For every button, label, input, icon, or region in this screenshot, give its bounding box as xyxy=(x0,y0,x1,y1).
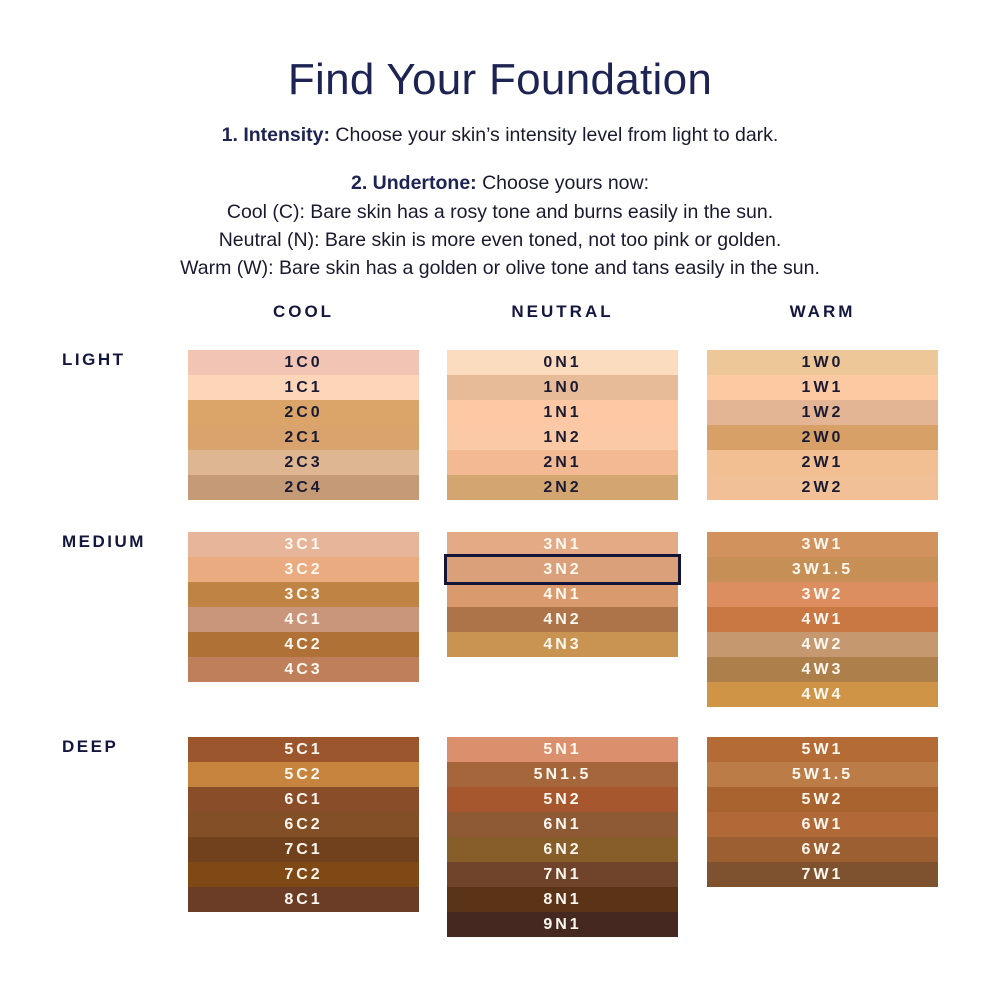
undertone-instruction: 2. Undertone: Choose yours now: xyxy=(0,172,1000,195)
row-header-deep: DEEP xyxy=(62,737,119,756)
shade-swatch-9N1[interactable]: 9N1 xyxy=(447,912,678,937)
shade-swatch-4W1[interactable]: 4W1 xyxy=(707,607,938,632)
column-header-cool: COOL xyxy=(272,302,335,321)
intensity-label: 1. Intensity: xyxy=(221,124,330,146)
intensity-text: Choose your skin’s intensity level from … xyxy=(330,124,779,146)
shade-block-light-warm: 1W0 1W1 1W2 2W0 2W1 2W2 xyxy=(707,350,938,500)
undertone-text: Choose yours now: xyxy=(476,172,650,194)
shade-swatch-4N2[interactable]: 4N2 xyxy=(447,607,678,632)
shade-swatch-5W1-5[interactable]: 5W1.5 xyxy=(707,762,938,787)
shade-swatch-2C3[interactable]: 2C3 xyxy=(188,450,419,475)
shade-swatch-5N2[interactable]: 5N2 xyxy=(447,787,678,812)
shade-swatch-4W4[interactable]: 4W4 xyxy=(707,682,938,707)
intensity-instruction: 1. Intensity: Choose your skin’s intensi… xyxy=(0,124,1000,147)
shade-swatch-2W2[interactable]: 2W2 xyxy=(707,475,938,500)
shade-swatch-5N1-5[interactable]: 5N1.5 xyxy=(447,762,678,787)
shade-swatch-1N1[interactable]: 1N1 xyxy=(447,400,678,425)
shade-swatch-5W1[interactable]: 5W1 xyxy=(707,737,938,762)
shade-swatch-3W1[interactable]: 3W1 xyxy=(707,532,938,557)
shade-block-deep-cool: 5C1 5C2 6C1 6C2 7C1 7C2 8C1 xyxy=(188,737,419,912)
shade-swatch-7C1[interactable]: 7C1 xyxy=(188,837,419,862)
shade-swatch-6W2[interactable]: 6W2 xyxy=(707,837,938,862)
shade-swatch-2C0[interactable]: 2C0 xyxy=(188,400,419,425)
shade-block-deep-warm: 5W1 5W1.5 5W2 6W1 6W2 7W1 xyxy=(707,737,938,887)
shade-swatch-4W2[interactable]: 4W2 xyxy=(707,632,938,657)
cool-description: Cool (C): Bare skin has a rosy tone and … xyxy=(226,201,774,223)
shade-swatch-5W2[interactable]: 5W2 xyxy=(707,787,938,812)
undertone-label: 2. Undertone: xyxy=(350,172,477,194)
shade-swatch-3C1[interactable]: 3C1 xyxy=(188,532,419,557)
shade-swatch-6N2[interactable]: 6N2 xyxy=(447,837,678,862)
shade-swatch-6C1[interactable]: 6C1 xyxy=(188,787,419,812)
shade-swatch-1C1[interactable]: 1C1 xyxy=(188,375,419,400)
row-header-medium: MEDIUM xyxy=(62,532,146,551)
shade-block-medium-neutral: 3N1 3N2 4N1 4N2 4N3 xyxy=(444,532,681,657)
shade-swatch-6W1[interactable]: 6W1 xyxy=(707,812,938,837)
shade-swatch-1N2[interactable]: 1N2 xyxy=(447,425,678,450)
shade-block-deep-neutral: 5N1 5N1.5 5N2 6N1 6N2 7N1 8N1 9N1 xyxy=(447,737,678,937)
neutral-description: Neutral (N): Bare skin is more even tone… xyxy=(218,229,782,251)
shade-swatch-1N0[interactable]: 1N0 xyxy=(447,375,678,400)
shade-swatch-1W1[interactable]: 1W1 xyxy=(707,375,938,400)
shade-swatch-2W0[interactable]: 2W0 xyxy=(707,425,938,450)
shade-block-medium-warm: 3W1 3W1.5 3W2 4W1 4W2 4W3 4W4 xyxy=(707,532,938,707)
shade-swatch-8C1[interactable]: 8C1 xyxy=(188,887,419,912)
shade-swatch-2N2[interactable]: 2N2 xyxy=(447,475,678,500)
shade-swatch-8N1[interactable]: 8N1 xyxy=(447,887,678,912)
shade-swatch-7C2[interactable]: 7C2 xyxy=(188,862,419,887)
shade-swatch-7W1[interactable]: 7W1 xyxy=(707,862,938,887)
shade-swatch-3C2[interactable]: 3C2 xyxy=(188,557,419,582)
shade-swatch-5C2[interactable]: 5C2 xyxy=(188,762,419,787)
shade-swatch-1W2[interactable]: 1W2 xyxy=(707,400,938,425)
shade-swatch-2C4[interactable]: 2C4 xyxy=(188,475,419,500)
shade-swatch-5N1[interactable]: 5N1 xyxy=(447,737,678,762)
shade-block-light-neutral: 0N1 1N0 1N1 1N2 2N1 2N2 xyxy=(447,350,678,500)
shade-swatch-6C2[interactable]: 6C2 xyxy=(188,812,419,837)
page-title: Find Your Foundation xyxy=(287,55,713,104)
shade-swatch-4W3[interactable]: 4W3 xyxy=(707,657,938,682)
column-header-warm: WARM xyxy=(789,302,856,321)
column-header-neutral: NEUTRAL xyxy=(511,302,614,321)
shade-swatch-3N2[interactable]: 3N2 xyxy=(444,554,681,585)
shade-swatch-5C1[interactable]: 5C1 xyxy=(188,737,419,762)
shade-block-medium-cool: 3C1 3C2 3C3 4C1 4C2 4C3 xyxy=(188,532,419,682)
shade-swatch-4N3[interactable]: 4N3 xyxy=(447,632,678,657)
shade-swatch-1C0[interactable]: 1C0 xyxy=(188,350,419,375)
shade-swatch-3N1[interactable]: 3N1 xyxy=(447,532,678,557)
row-header-light: LIGHT xyxy=(62,350,126,369)
shade-swatch-0N1[interactable]: 0N1 xyxy=(447,350,678,375)
shade-swatch-4C2[interactable]: 4C2 xyxy=(188,632,419,657)
shade-swatch-6N1[interactable]: 6N1 xyxy=(447,812,678,837)
shade-block-light-cool: 1C0 1C1 2C0 2C1 2C3 2C4 xyxy=(188,350,419,500)
shade-swatch-1W0[interactable]: 1W0 xyxy=(707,350,938,375)
shade-swatch-2C1[interactable]: 2C1 xyxy=(188,425,419,450)
shade-swatch-7N1[interactable]: 7N1 xyxy=(447,862,678,887)
warm-description: Warm (W): Bare skin has a golden or oliv… xyxy=(180,257,820,279)
shade-swatch-4C1[interactable]: 4C1 xyxy=(188,607,419,632)
shade-swatch-3W1-5[interactable]: 3W1.5 xyxy=(707,557,938,582)
shade-swatch-2N1[interactable]: 2N1 xyxy=(447,450,678,475)
shade-swatch-4N1[interactable]: 4N1 xyxy=(447,582,678,607)
shade-swatch-2W1[interactable]: 2W1 xyxy=(707,450,938,475)
shade-swatch-3C3[interactable]: 3C3 xyxy=(188,582,419,607)
shade-swatch-3W2[interactable]: 3W2 xyxy=(707,582,938,607)
shade-swatch-4C3[interactable]: 4C3 xyxy=(188,657,419,682)
